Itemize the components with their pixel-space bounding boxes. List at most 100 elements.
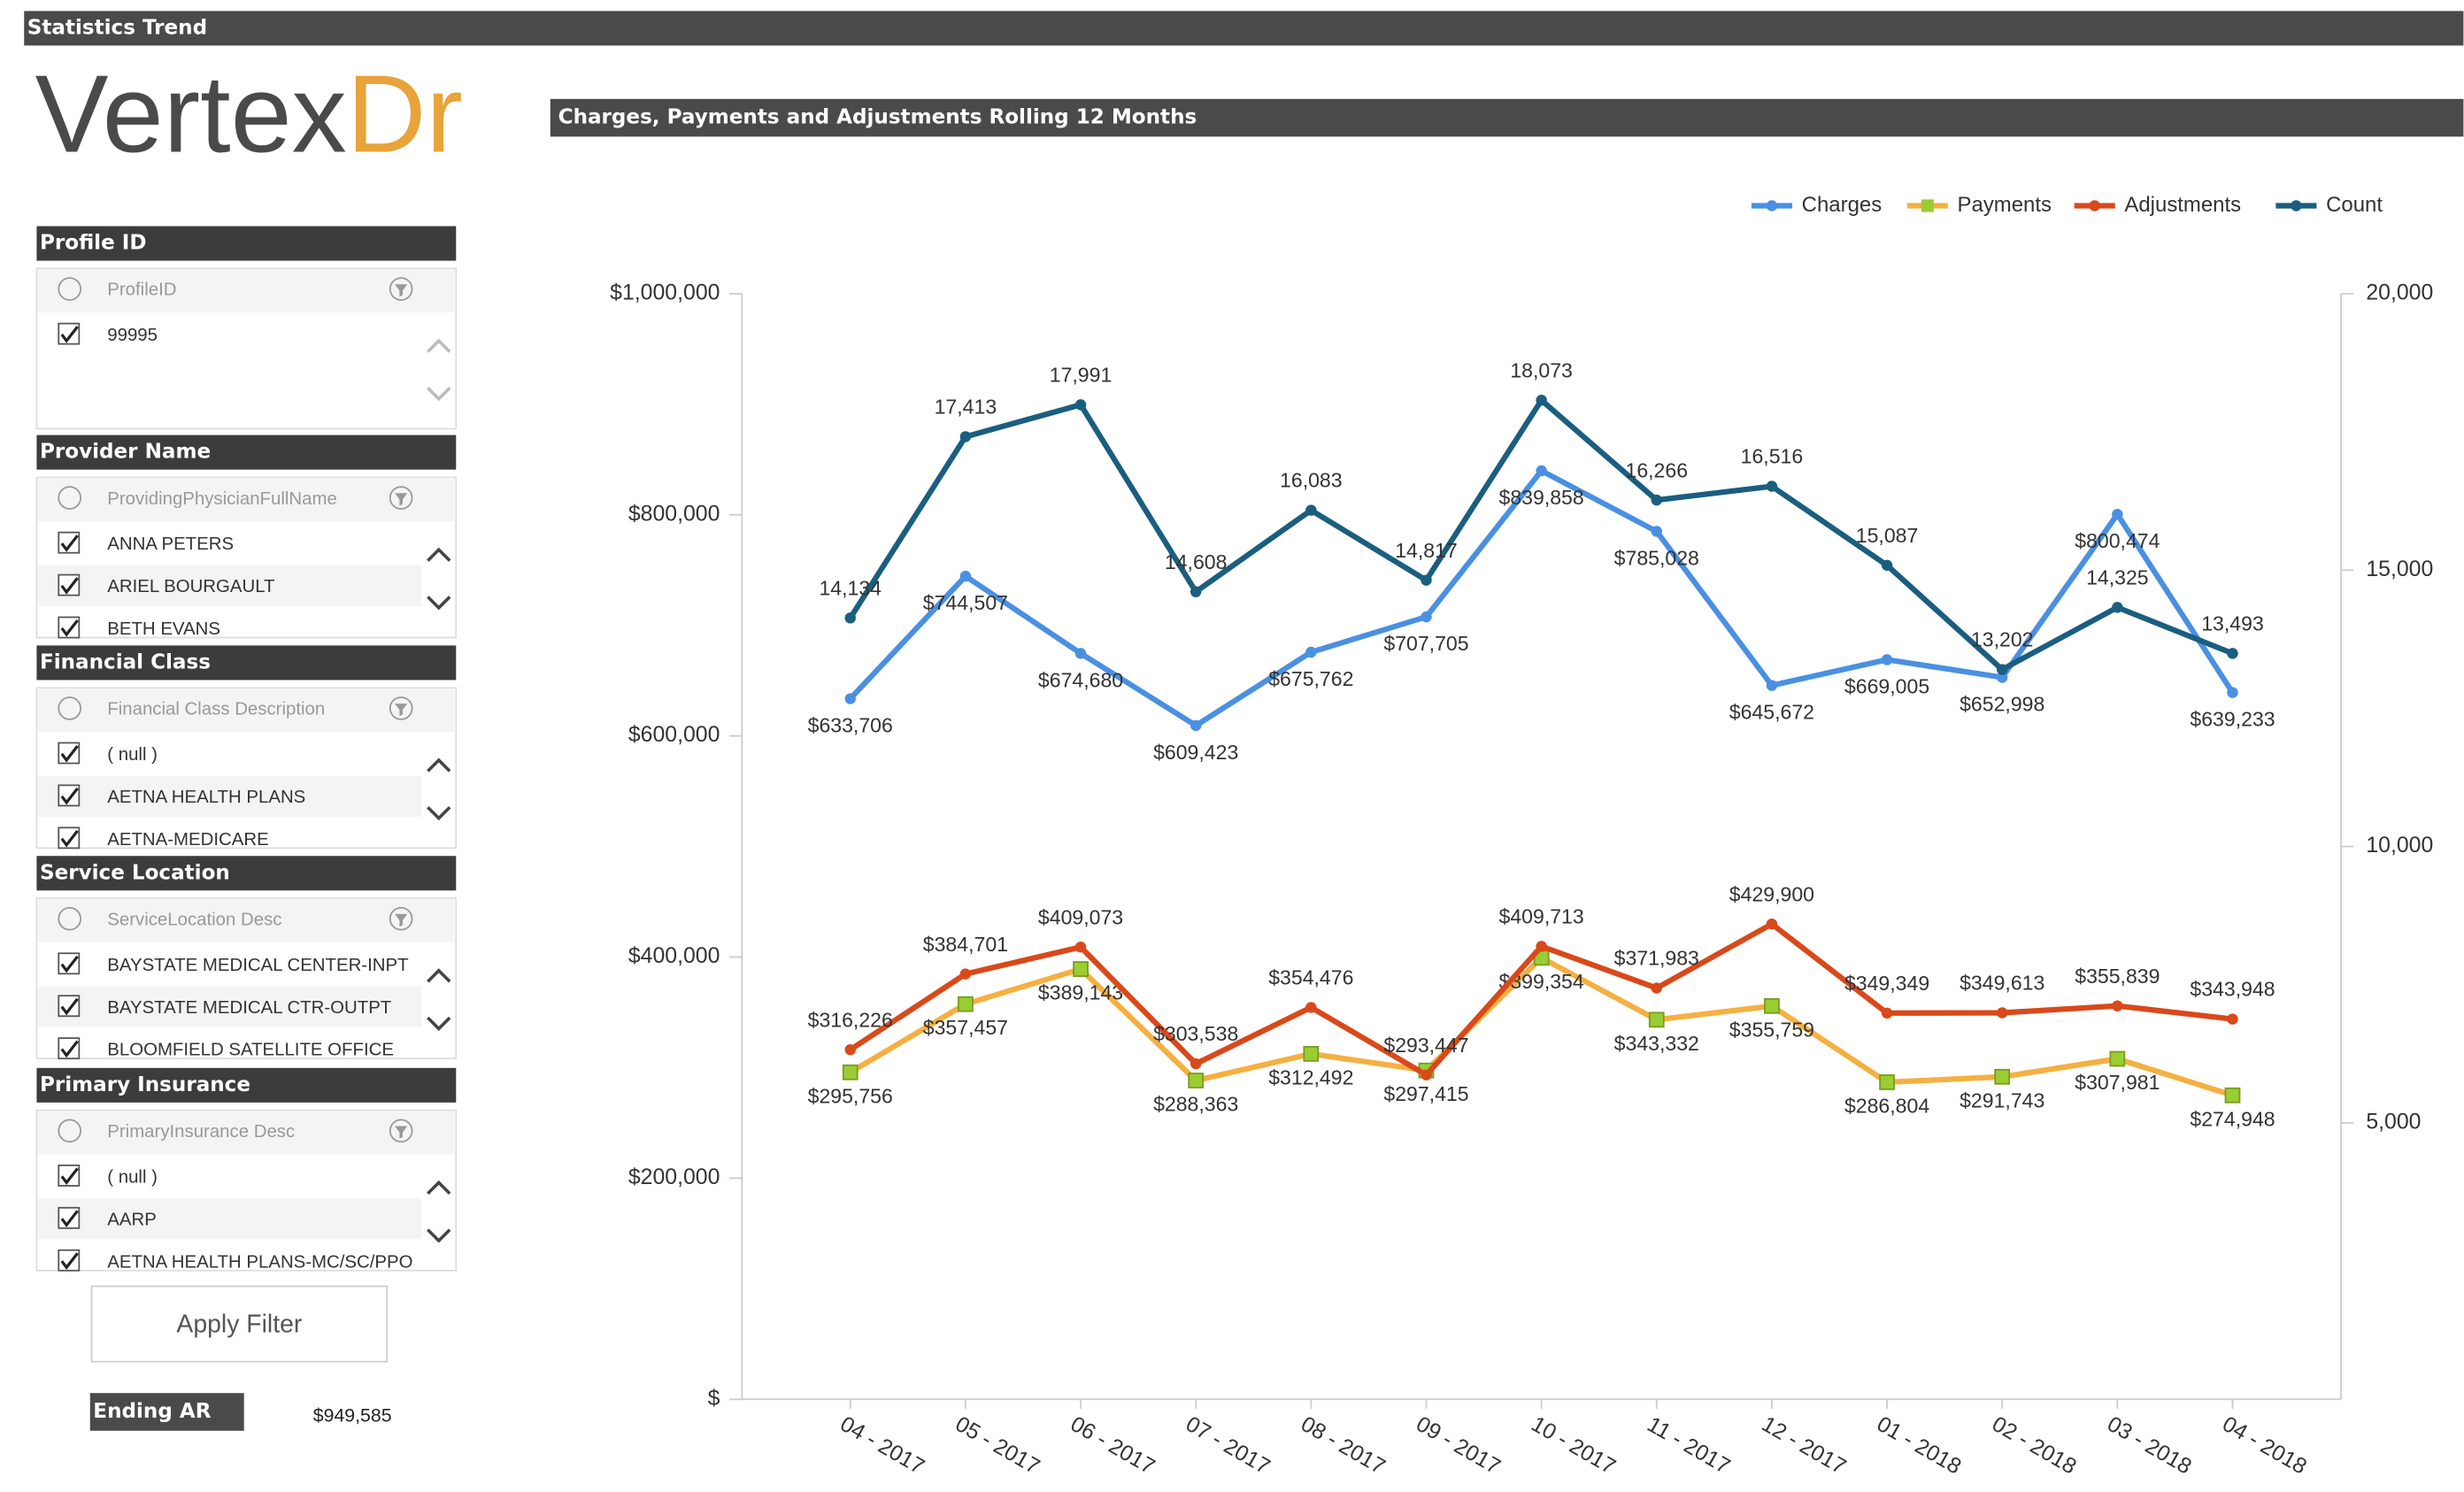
point-marker [959,570,972,582]
list-item: AETNA-MEDICARE [107,830,268,850]
checkmark [60,955,79,973]
point-marker [1881,1007,1893,1019]
data-label: 14,134 [819,576,882,599]
list-item: ANNA PETERS [107,535,234,554]
checkmark [60,745,79,763]
point-marker [1997,672,2008,683]
data-label: $288,363 [1153,1092,1238,1115]
filter-icon-funnel [395,1126,408,1139]
section-title: Financial Class [40,650,211,673]
checkmark [60,1167,79,1186]
list-row-bg [38,565,422,607]
filter-icon [389,906,413,931]
data-label: $785,028 [1614,547,1699,570]
section-header [36,856,457,891]
menu-icon [58,696,82,720]
checkmark [60,829,79,848]
point-marker [1421,1069,1432,1081]
point-marker [1305,646,1317,658]
legend-label: Payments [1958,193,2052,217]
apply-filter-button[interactable] [90,1285,389,1363]
section-header [36,226,457,261]
filter-placeholder: ProfileID [107,281,176,300]
point-marker [1190,1057,1202,1070]
data-label: $291,743 [1960,1088,2044,1111]
scroll-down [427,596,451,611]
apply-filter-label[interactable]: Apply Filter [176,1310,302,1338]
data-label: $744,507 [923,591,1008,614]
point-marker [1651,982,1662,994]
data-label: $295,756 [808,1084,893,1107]
scroll-up [427,758,451,773]
point-marker [2227,1013,2238,1025]
chart-title-bar [550,98,2464,137]
x-tick-label: 10 - 2017 [1527,1412,1619,1480]
filter-placeholder: PrimaryInsurance Desc [107,1122,295,1142]
y-tick-label: $ [708,1387,720,1411]
point-marker [1190,719,1202,732]
data-label: $316,226 [808,1008,893,1031]
scroll-up [427,338,451,353]
point-marker [844,693,856,704]
x-tick-label: 08 - 2017 [1297,1412,1389,1480]
ending-ar-label-bg [89,1393,244,1431]
data-label: 17,413 [935,396,997,419]
point-marker [844,612,856,624]
list-item: BAYSTATE MEDICAL CTR-OUTPT [107,998,391,1018]
point-marker [1074,941,1087,953]
x-tick-label: 12 - 2017 [1758,1412,1850,1480]
scroll-down [427,387,451,402]
filter-placeholder: Financial Class Description [107,700,325,719]
list-item: AETNA HEALTH PLANS [107,788,305,807]
data-label: $343,332 [1614,1032,1699,1055]
scroll-down [427,1016,451,1031]
data-label: $652,998 [1960,692,2044,715]
data-label: 14,325 [2086,566,2149,589]
menu-icon [58,906,82,931]
checkmark [60,997,79,1016]
list-item: BETH EVANS [107,619,220,639]
point-marker [2112,602,2123,613]
checkmark [60,1210,79,1227]
list-row-bg [38,1198,422,1240]
checkmark [60,1040,79,1058]
data-label: $303,538 [1153,1022,1238,1045]
point-marker [1421,574,1432,586]
header-title: Statistics Trend [27,16,207,39]
data-label: $274,948 [2190,1107,2275,1130]
list-item: AETNA HEALTH PLANS-MC/SC/PPO [107,1252,412,1272]
filter-icon [389,696,413,720]
x-tick-label: 01 - 2018 [1873,1412,1965,1480]
data-label: $297,415 [1383,1082,1468,1105]
data-label: $839,858 [1499,486,1584,509]
data-label: $312,492 [1268,1065,1353,1088]
data-label: 16,083 [1280,469,1343,492]
filter-icon-funnel [395,704,408,717]
x-tick-label: 11 - 2017 [1643,1412,1734,1479]
list-item: BLOOMFIELD SATELLITE OFFICE [107,1041,394,1060]
point-marker [1881,559,1893,572]
data-label: $343,948 [2190,978,2275,1001]
list-item: AARP [107,1210,157,1229]
menu-icon [58,277,82,301]
data-label: $389,143 [1038,981,1123,1004]
point-marker [1881,654,1893,665]
data-label: 15,087 [1856,524,1919,547]
data-label: $355,839 [2075,965,2160,988]
point-marker [1421,611,1432,623]
data-label: $645,672 [1729,701,1814,724]
x-tick-label: 04 - 2018 [2218,1412,2310,1480]
point-marker [2224,1087,2241,1104]
y2-tick-label: 5,000 [2366,1110,2421,1134]
point-marker [2112,508,2123,520]
scroll-up [427,968,451,983]
filter-icon-funnel [395,284,408,297]
data-label: $633,706 [808,714,893,737]
filter-placeholder: ServiceLocation Desc [107,910,281,929]
x-tick-label: 02 - 2018 [1988,1412,2080,1480]
data-label: $307,981 [2075,1071,2160,1094]
logo-part: Dr [347,53,463,175]
legend-marker [2089,200,2100,211]
section-title: Profile ID [40,232,147,255]
data-label: 14,608 [1165,550,1228,573]
